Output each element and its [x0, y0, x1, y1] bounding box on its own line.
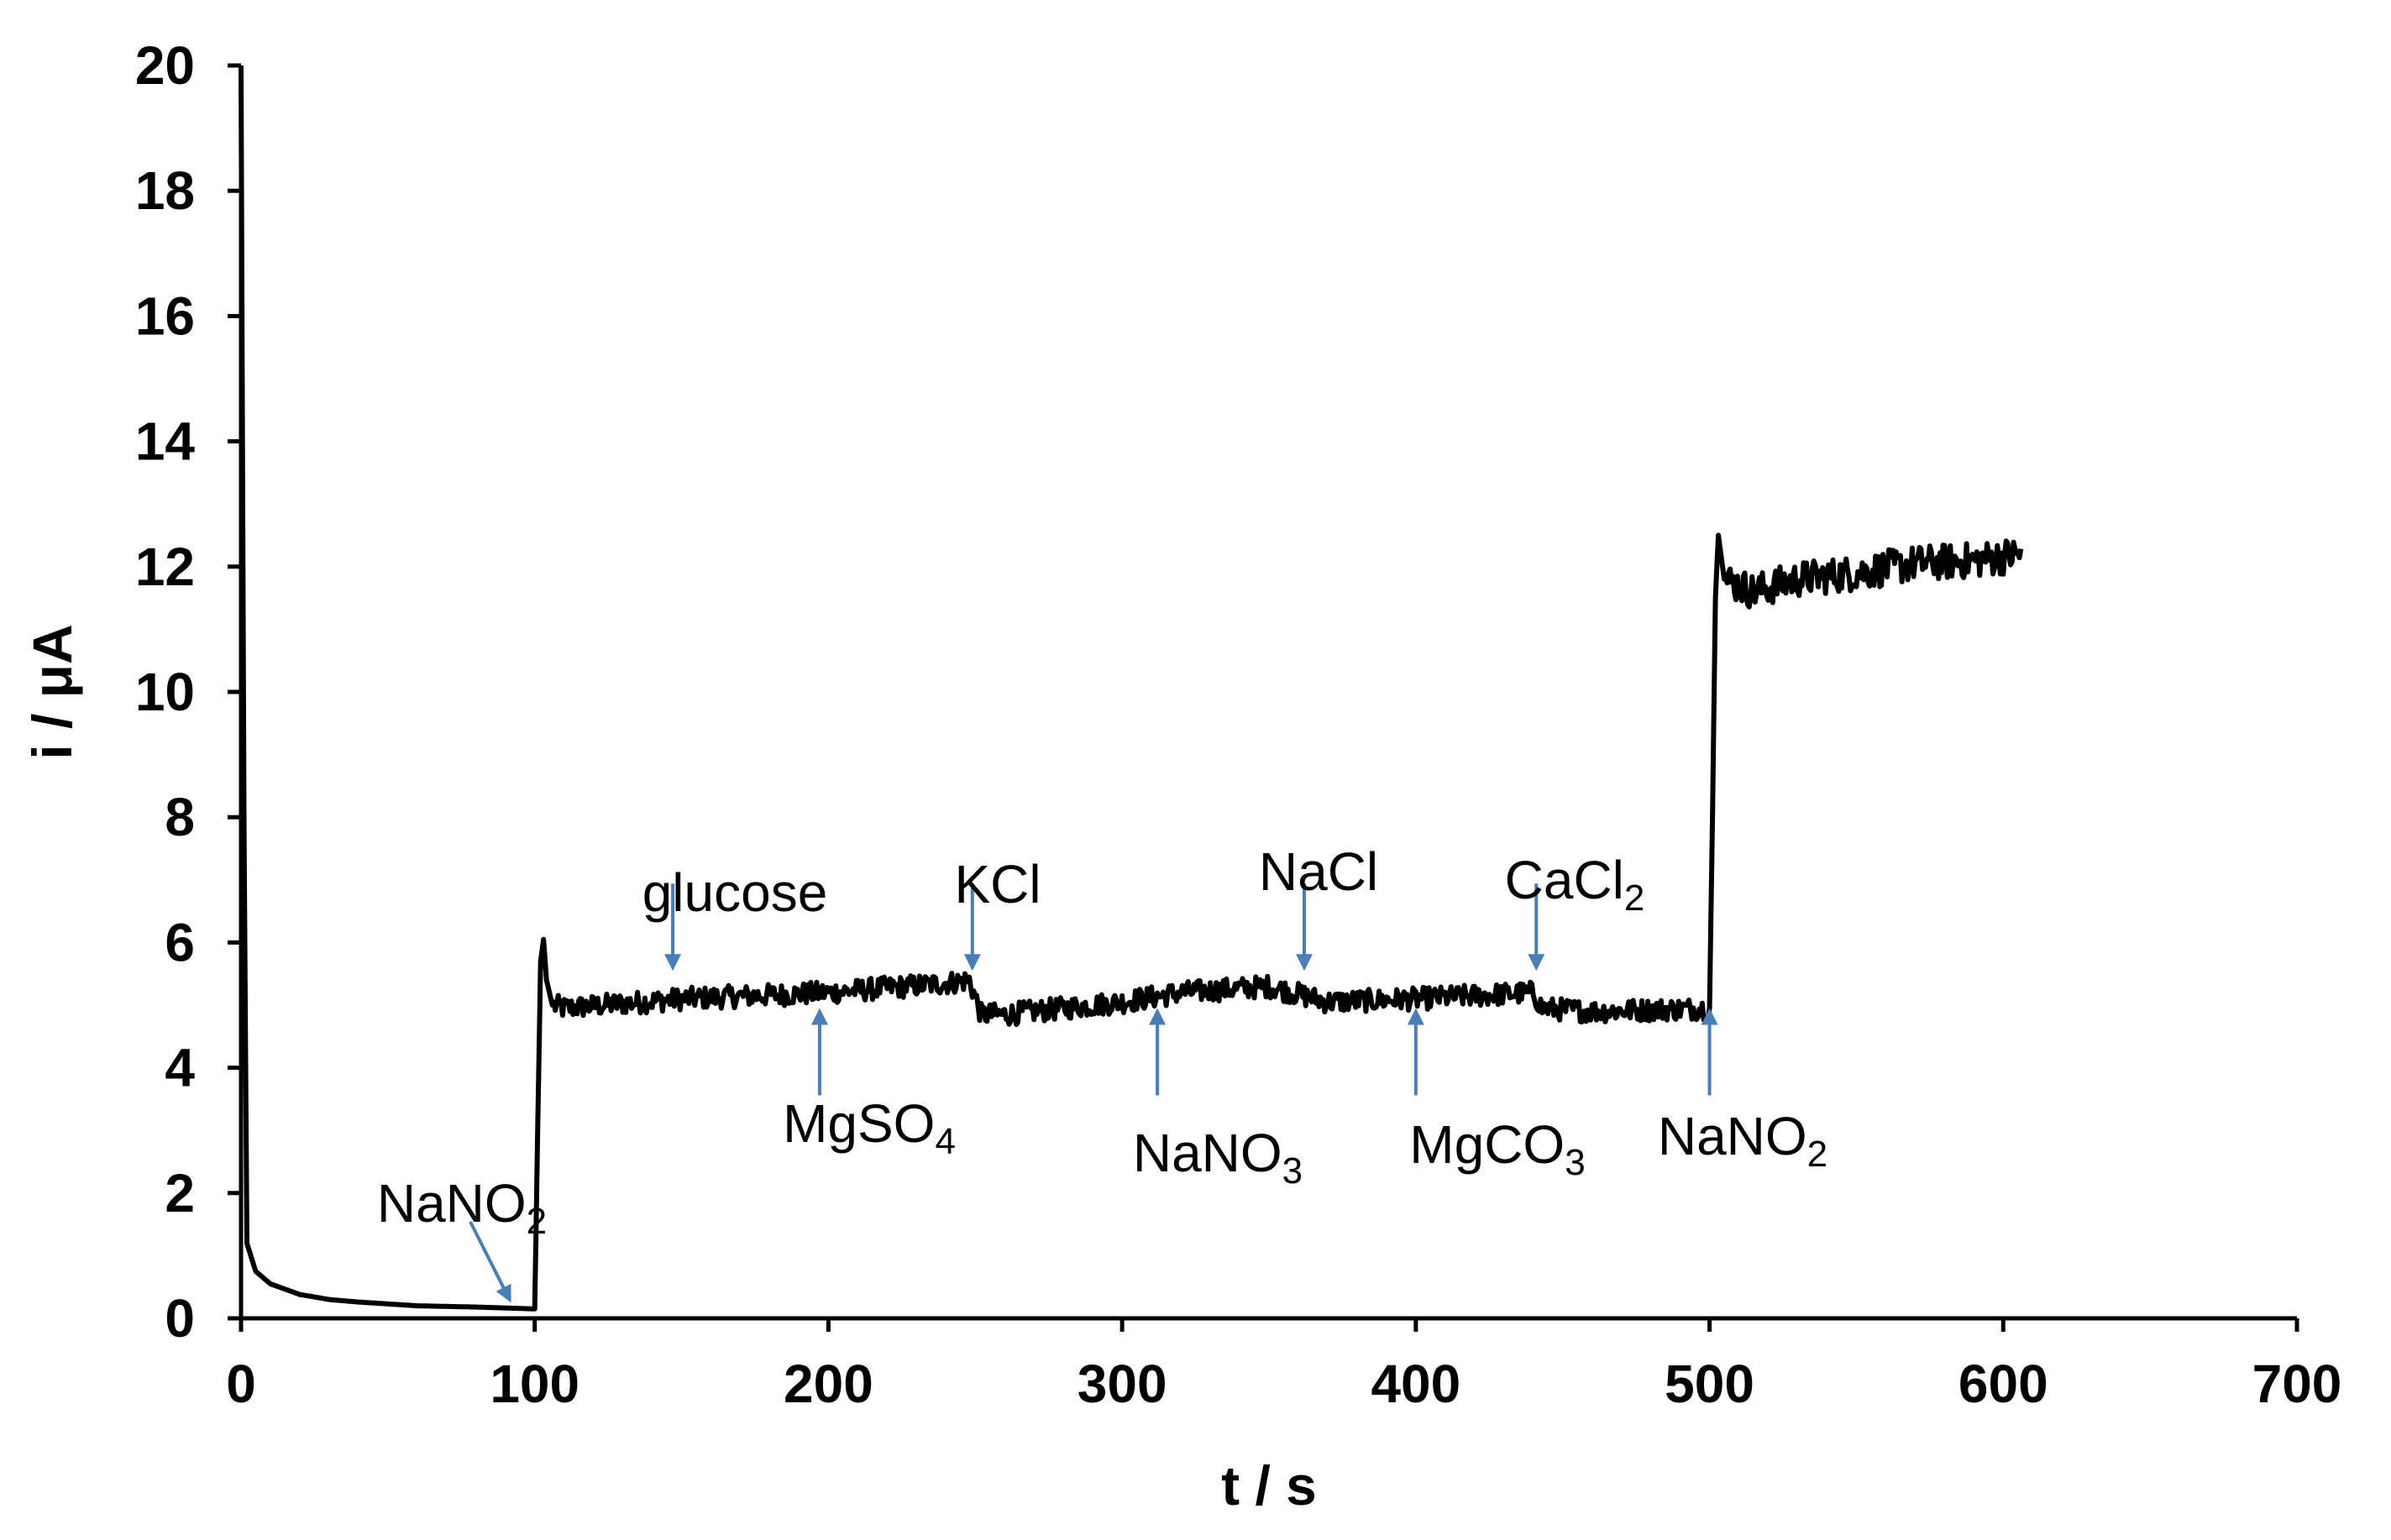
annotation-subscript: 4: [935, 1121, 955, 1162]
y-tick-label: 4: [165, 1038, 195, 1098]
annotations: NaNO2glucoseMgSO4KClNaNO3NaClMgCO3CaCl2N…: [377, 841, 1827, 1303]
y-tick-label: 8: [165, 787, 195, 847]
x-tick-label: 400: [1371, 1354, 1460, 1414]
annotation-label: CaCl2: [1505, 850, 1645, 919]
annotation-nano2-b: NaNO2: [1658, 1008, 1827, 1175]
annotation-arrow: [469, 1221, 511, 1303]
annotation-text: NaNO: [1133, 1123, 1282, 1183]
x-tick-label: 100: [490, 1354, 579, 1414]
y-tick-label: 14: [135, 411, 196, 472]
annotation-subscript: 2: [1807, 1134, 1827, 1175]
x-axis-ticks: 0 100 200 300 400 500 600 700: [226, 1318, 2341, 1414]
y-axis-ticks: 0 2 4 6 8 10 12 14 16 18 20: [135, 35, 241, 1349]
data-series: [239, 65, 2024, 1312]
annotation-nano3: NaNO3: [1133, 1008, 1303, 1192]
annotation-nacl: NaCl: [1259, 841, 1378, 972]
annotation-subscript: 3: [1565, 1142, 1585, 1183]
annotation-subscript: 2: [1624, 877, 1644, 919]
annotation-text: glucose: [642, 862, 828, 923]
annotation-label: NaNO2: [1658, 1106, 1827, 1175]
y-tick-label: 16: [135, 285, 195, 346]
annotation-text: NaNO: [1658, 1106, 1807, 1166]
annotation-text: MgCO: [1409, 1114, 1565, 1175]
annotation-text: NaNO: [377, 1173, 527, 1234]
y-axis-label: i / μA: [21, 624, 83, 759]
annotation-label: MgSO4: [783, 1093, 956, 1162]
annotation-cacl2: CaCl2: [1505, 850, 1645, 972]
annotation-label: NaNO2: [377, 1173, 547, 1242]
annotation-kcl: KCl: [954, 854, 1041, 972]
annotation-subscript: 3: [1282, 1150, 1303, 1192]
annotation-glucose: glucose: [642, 862, 828, 972]
y-tick-label: 6: [165, 912, 195, 972]
x-tick-label: 0: [226, 1354, 256, 1414]
annotation-nano2-a: NaNO2: [377, 1173, 547, 1303]
annotation-subscript: 2: [527, 1201, 547, 1242]
annotation-label: KCl: [954, 854, 1041, 914]
annotation-label: MgCO3: [1409, 1114, 1585, 1183]
series-line: [239, 65, 2024, 1312]
x-tick-label: 300: [1078, 1354, 1167, 1414]
annotation-text: NaCl: [1259, 841, 1378, 902]
annotation-text: KCl: [954, 854, 1041, 914]
annotation-mgco3: MgCO3: [1407, 1008, 1586, 1183]
y-tick-label: 2: [165, 1163, 195, 1223]
x-axis-label: t / s: [1221, 1454, 1317, 1516]
annotation-label: glucose: [642, 862, 828, 923]
x-tick-label: 500: [1665, 1354, 1754, 1414]
y-tick-label: 20: [135, 35, 195, 96]
annotation-text: CaCl: [1505, 850, 1624, 910]
y-tick-label: 0: [165, 1288, 195, 1349]
x-tick-label: 700: [2252, 1354, 2342, 1414]
annotation-label: NaNO3: [1133, 1123, 1303, 1192]
y-tick-label: 18: [135, 160, 195, 221]
annotation-text: MgSO: [783, 1093, 935, 1154]
annotation-mgso4: MgSO4: [783, 1008, 956, 1162]
x-tick-label: 200: [784, 1354, 873, 1414]
y-tick-label: 12: [135, 537, 195, 597]
y-tick-label: 10: [135, 662, 195, 722]
x-tick-label: 600: [1958, 1354, 2048, 1414]
annotation-label: NaCl: [1259, 841, 1378, 902]
